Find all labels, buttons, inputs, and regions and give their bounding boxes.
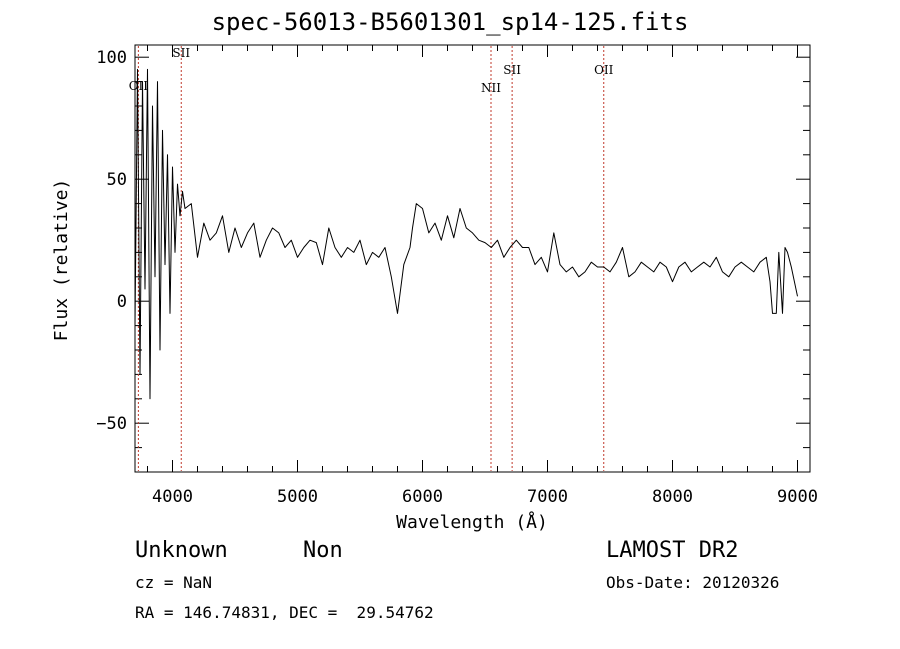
x-axis-label: Wavelength (Å) <box>396 511 548 533</box>
y-axis-label: Flux (relative) <box>51 179 72 342</box>
line-label-sii: SII <box>503 63 521 77</box>
y-tick-label: −50 <box>96 414 127 434</box>
line-label-nii: NII <box>481 81 501 95</box>
obs-date-label: Obs-Date: 20120326 <box>606 573 780 592</box>
class-label: Unknown <box>135 538 228 563</box>
tick-labels: 4000 5000 6000 7000 8000 9000 −50 0 50 100 <box>96 48 818 507</box>
x-tick-label: 7000 <box>527 487 568 507</box>
line-label-oii: OII <box>594 63 614 77</box>
x-tick-label: 6000 <box>402 487 443 507</box>
y-tick-label: 0 <box>117 292 127 312</box>
cz-label: cz = NaN <box>135 573 213 592</box>
axis-ticks <box>135 45 810 472</box>
coords-label: RA = 146.74831, DEC = 29.54762 <box>135 603 434 622</box>
plot-frame <box>134 44 811 473</box>
line-label-sii: SII <box>172 46 190 60</box>
x-tick-label: 8000 <box>652 487 693 507</box>
subclass-label: Non <box>303 538 343 563</box>
y-tick-label: 100 <box>96 48 127 68</box>
line-label-oii: OII <box>129 79 149 93</box>
x-tick-label: 9000 <box>777 487 818 507</box>
spectrum-line <box>134 68 798 400</box>
y-tick-label: 50 <box>107 170 127 190</box>
survey-label: LAMOST DR2 <box>606 538 739 563</box>
x-tick-label: 4000 <box>152 487 193 507</box>
page-title: spec-56013-B5601301_sp14-125.fits <box>211 8 689 36</box>
series-layer <box>134 68 798 400</box>
x-tick-label: 5000 <box>277 487 318 507</box>
